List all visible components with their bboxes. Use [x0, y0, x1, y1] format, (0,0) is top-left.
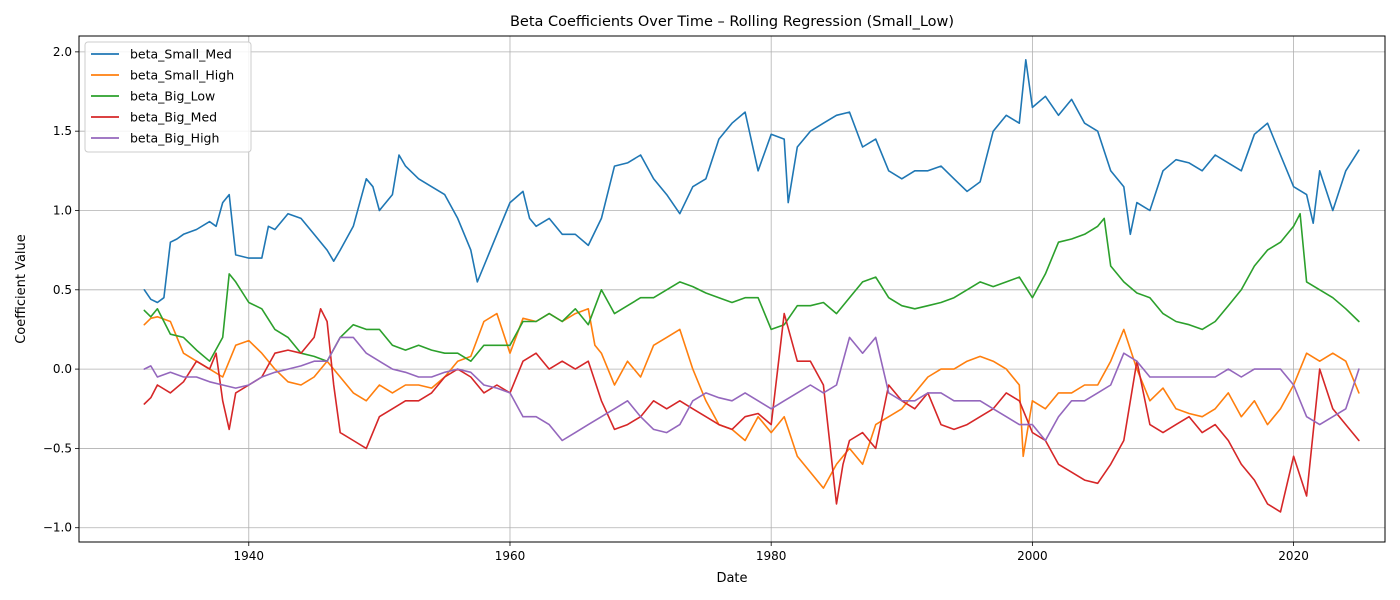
x-tick-label: 1960 — [495, 549, 526, 563]
chart-title: Beta Coefficients Over Time – Rolling Re… — [510, 14, 954, 30]
legend-label: beta_Big_Low — [130, 89, 215, 104]
x-axis: 1940 1960 1980 2000 2020 — [234, 542, 1309, 563]
legend-box — [84, 41, 252, 153]
legend-label: beta_Big_Med — [130, 110, 217, 125]
plot-frame — [78, 35, 1386, 543]
x-tick-label: 1980 — [756, 549, 787, 563]
y-axis-label: Coefficient Value — [14, 234, 29, 344]
series-lines — [143, 58, 1360, 513]
x-tick-label: 2000 — [1017, 549, 1048, 563]
series-line-beta-big-med — [143, 307, 1360, 513]
series-line-beta-small-med — [143, 58, 1360, 304]
series-line-beta-small-high — [143, 307, 1360, 489]
legend: beta_Small_Med beta_Small_High beta_Big_Lo… — [84, 41, 252, 153]
y-axis: −1.0 −0.5 0.0 0.5 1.0 1.5 2.0 — [43, 45, 79, 535]
legend-label: beta_Big_High — [130, 131, 219, 146]
x-tick-label: 1940 — [234, 549, 265, 563]
y-tick-label: −0.5 — [43, 441, 72, 455]
series-line-beta-big-high — [143, 336, 1360, 442]
y-tick-label: 0.5 — [53, 283, 72, 297]
y-tick-label: 0.0 — [53, 362, 72, 376]
legend-label: beta_Small_Med — [130, 47, 232, 62]
legend-label: beta_Small_High — [130, 68, 234, 83]
grid — [79, 36, 1385, 542]
y-tick-label: 2.0 — [53, 45, 72, 59]
y-tick-label: 1.0 — [53, 203, 72, 217]
y-tick-label: 1.5 — [53, 124, 72, 138]
x-tick-label: 2020 — [1278, 549, 1309, 563]
y-tick-label: −1.0 — [43, 521, 72, 535]
x-axis-label: Date — [716, 571, 747, 586]
